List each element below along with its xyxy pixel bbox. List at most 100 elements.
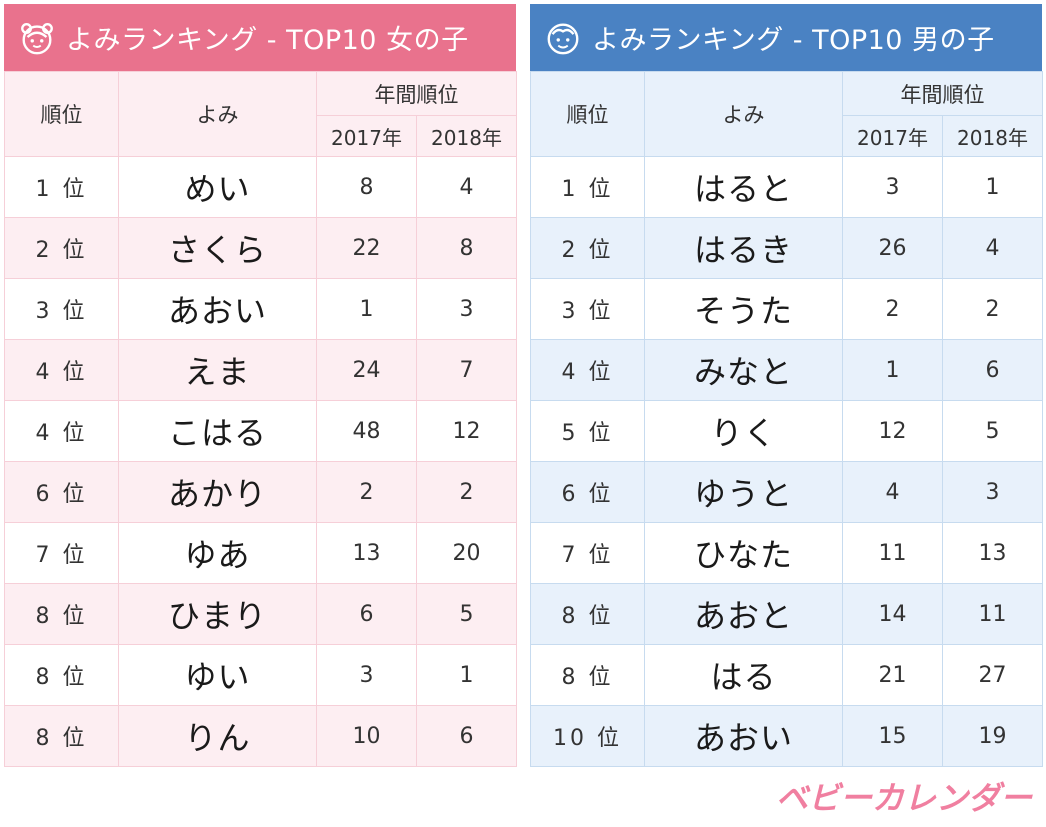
yomi-cell: みなと xyxy=(644,339,843,401)
yomi-cell: ひなた xyxy=(644,522,843,584)
rank-cell: 1 位 xyxy=(530,156,645,218)
year-2017-cell: 24 xyxy=(316,339,417,401)
year-2017-cell: 14 xyxy=(842,583,943,645)
boy-face-icon xyxy=(547,23,579,54)
year-2017-cell: 2 xyxy=(316,461,417,523)
year-2018-cell: 19 xyxy=(942,705,1043,767)
yomi-cell: あおい xyxy=(644,705,843,767)
year-2018-cell: 3 xyxy=(416,278,517,340)
header-year-2017: 2017年 xyxy=(316,115,417,157)
table-row: 8 位りん 10 6 xyxy=(4,705,517,767)
table-row: 8 位ひまり 6 5 xyxy=(4,583,517,645)
rank-cell: 6 位 xyxy=(530,461,645,523)
rank-cell: 5 位 xyxy=(530,400,645,462)
yomi-cell: はる xyxy=(644,644,843,706)
year-2018-cell: 11 xyxy=(942,583,1043,645)
girls-title: よみランキング - TOP10 女の子 xyxy=(66,25,469,56)
table-row: 4 位みなと 1 6 xyxy=(530,339,1043,401)
table-row: 8 位ゆい 3 1 xyxy=(4,644,517,706)
year-2017-cell: 3 xyxy=(842,156,943,218)
yomi-cell: えま xyxy=(118,339,317,401)
year-2017-cell: 13 xyxy=(316,522,417,584)
rank-cell: 4 位 xyxy=(530,339,645,401)
girl-face-icon xyxy=(21,22,53,54)
table-row: 10 位あおい 15 19 xyxy=(530,705,1043,767)
girls-banner: よみランキング - TOP10 女の子 xyxy=(4,4,516,71)
year-2018-cell: 8 xyxy=(416,217,517,279)
year-2018-cell: 4 xyxy=(942,217,1043,279)
boys-ranking-table: 順位 よみ 年間順位 2017年 2018年 1 位はると 3 1 2 位はるき 26… xyxy=(530,71,1043,767)
rank-cell: 3 位 xyxy=(530,278,645,340)
yomi-cell: ゆうと xyxy=(644,461,843,523)
rank-cell: 4 位 xyxy=(4,400,119,462)
table-row: 4 位こはる 48 12 xyxy=(4,400,517,462)
boys-ranking-panel: よみランキング - TOP10 男の子 順位 よみ 年間順位 2017年 201… xyxy=(530,4,1043,767)
rank-cell: 7 位 xyxy=(4,522,119,584)
year-2017-cell: 2 xyxy=(842,278,943,340)
header-year-2017: 2017年 xyxy=(842,115,943,157)
year-2018-cell: 7 xyxy=(416,339,517,401)
yomi-cell: そうた xyxy=(644,278,843,340)
year-2018-cell: 5 xyxy=(416,583,517,645)
rank-cell: 10 位 xyxy=(530,705,645,767)
header-yomi: よみ xyxy=(118,71,317,157)
rank-cell: 8 位 xyxy=(4,705,119,767)
yomi-cell: りん xyxy=(118,705,317,767)
girls-ranking-table: 順位 よみ 年間順位 2017年 2018年 1 位めい 8 4 2 位さくら 22 8… xyxy=(4,71,517,767)
table-row: 6 位ゆうと 4 3 xyxy=(530,461,1043,523)
yomi-cell: あかり xyxy=(118,461,317,523)
baby-calendar-logo: ベビーカレンダー xyxy=(775,779,1032,817)
rank-cell: 2 位 xyxy=(4,217,119,279)
yomi-cell: こはる xyxy=(118,400,317,462)
rank-cell: 2 位 xyxy=(530,217,645,279)
yomi-cell: ひまり xyxy=(118,583,317,645)
year-2018-cell: 2 xyxy=(416,461,517,523)
year-2017-cell: 21 xyxy=(842,644,943,706)
year-2018-cell: 12 xyxy=(416,400,517,462)
table-row: 3 位そうた 2 2 xyxy=(530,278,1043,340)
header-annual-rank: 年間順位 xyxy=(316,71,517,116)
rank-cell: 8 位 xyxy=(4,644,119,706)
girls-ranking-panel: よみランキング - TOP10 女の子 順位 よみ 年間順位 2017年 201… xyxy=(4,4,517,767)
rank-cell: 6 位 xyxy=(4,461,119,523)
year-2018-cell: 1 xyxy=(942,156,1043,218)
yomi-cell: ゆい xyxy=(118,644,317,706)
table-row: 8 位あおと 14 11 xyxy=(530,583,1043,645)
yomi-cell: はるき xyxy=(644,217,843,279)
year-2018-cell: 6 xyxy=(942,339,1043,401)
rank-cell: 8 位 xyxy=(530,583,645,645)
table-row: 7 位ひなた 11 13 xyxy=(530,522,1043,584)
year-2017-cell: 48 xyxy=(316,400,417,462)
header-rank: 順位 xyxy=(530,71,645,157)
rank-cell: 7 位 xyxy=(530,522,645,584)
rank-cell: 8 位 xyxy=(4,583,119,645)
table-row: 8 位はる 21 27 xyxy=(530,644,1043,706)
table-row: 5 位りく 12 5 xyxy=(530,400,1043,462)
header-year-2018: 2018年 xyxy=(416,115,517,157)
year-2018-cell: 1 xyxy=(416,644,517,706)
year-2017-cell: 1 xyxy=(316,278,417,340)
rank-cell: 3 位 xyxy=(4,278,119,340)
year-2017-cell: 26 xyxy=(842,217,943,279)
year-2017-cell: 3 xyxy=(316,644,417,706)
year-2018-cell: 20 xyxy=(416,522,517,584)
year-2018-cell: 4 xyxy=(416,156,517,218)
year-2018-cell: 3 xyxy=(942,461,1043,523)
year-2017-cell: 15 xyxy=(842,705,943,767)
year-2017-cell: 1 xyxy=(842,339,943,401)
year-2017-cell: 6 xyxy=(316,583,417,645)
year-2018-cell: 5 xyxy=(942,400,1043,462)
year-2017-cell: 10 xyxy=(316,705,417,767)
yomi-cell: あおい xyxy=(118,278,317,340)
rank-cell: 1 位 xyxy=(4,156,119,218)
table-row: 2 位はるき 26 4 xyxy=(530,217,1043,279)
yomi-cell: はると xyxy=(644,156,843,218)
yomi-cell: ゆあ xyxy=(118,522,317,584)
year-2017-cell: 4 xyxy=(842,461,943,523)
year-2017-cell: 11 xyxy=(842,522,943,584)
table-row: 2 位さくら 22 8 xyxy=(4,217,517,279)
boys-title: よみランキング - TOP10 男の子 xyxy=(592,25,995,56)
header-year-2018: 2018年 xyxy=(942,115,1043,157)
year-2017-cell: 12 xyxy=(842,400,943,462)
table-row: 6 位あかり 2 2 xyxy=(4,461,517,523)
